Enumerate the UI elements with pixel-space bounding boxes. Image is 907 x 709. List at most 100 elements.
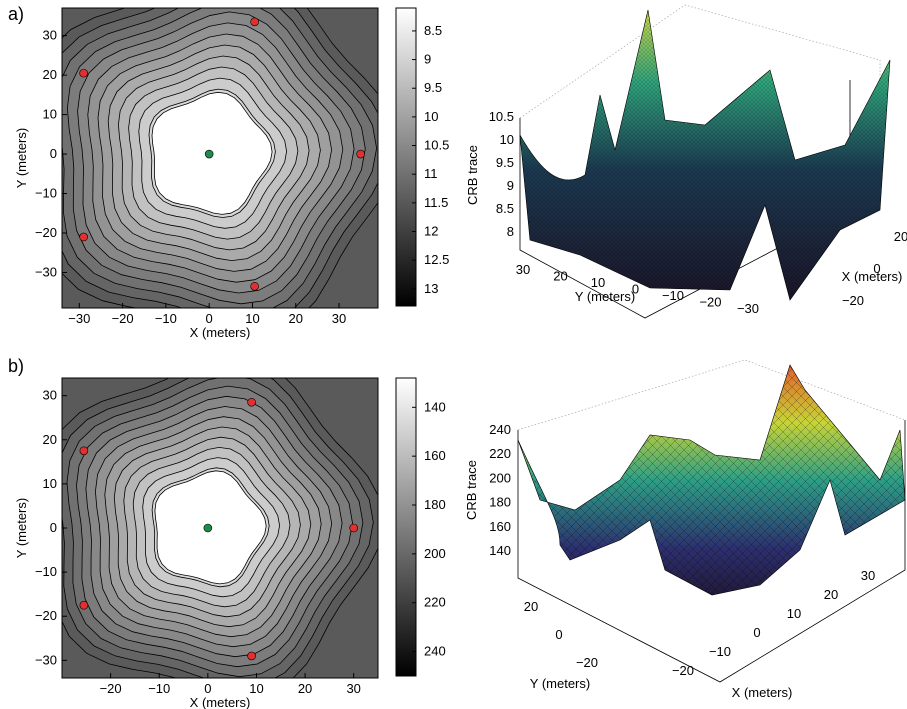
a-surface-plot [519,4,891,319]
b-surface-xtick-label: 0 [753,625,760,640]
b-surface-xtick-label: −10 [709,644,731,659]
b-surface-ztick-label: 140 [489,543,511,558]
b-surface-plot [517,359,906,683]
a-contour-ylabel: Y (meters) [14,128,29,188]
a-contour-xtick-label: −30 [68,311,90,326]
b-contour-target [203,523,213,533]
a-contour-axes-frame [61,7,379,309]
b-surface-xlabel: X (meters) [732,685,793,700]
a-contour-anchor [250,17,259,27]
a-contour-colorbar-label: 11 [424,166,438,181]
b-surface-zlabel: CRB trace [464,460,479,520]
a-contour-xlabel: X (meters) [190,325,251,340]
b-surface-ytick-label: 0 [555,627,562,642]
a-surface-ztick-label: 9.5 [496,155,514,170]
b-contour-xtick-label: −10 [148,681,170,696]
a-surface-ztick-label: 8 [507,224,514,239]
a-surface-ytick-label: 30 [516,262,530,277]
a-contour-colorbar-label: 12.5 [424,252,449,267]
a-surface-ztick-label: 9 [507,178,514,193]
a-surface-grid [519,4,881,211]
b-surface-ytick-label: −20 [576,655,598,670]
a-contour-xtick-label: −10 [155,311,177,326]
a-contour-colorbar-label: 9.5 [424,80,442,95]
b-surface-ylabel: Y (meters) [530,676,590,691]
b-contour-xtick-label: 20 [298,681,312,696]
b-surface-ztick-label: 200 [489,470,511,485]
a-surface-ztick-label: 8.5 [496,201,514,216]
b-contour-anchor [79,446,89,456]
a-contour-ytick-label: 20 [43,67,57,82]
b-contour-xtick-label: 0 [204,681,211,696]
a-contour-ytick-label: −20 [35,225,57,240]
a-contour-xtick-label: 0 [206,311,213,326]
a-surface-ztick-label: 10 [500,132,514,147]
b-surface-xtick-label: −20 [672,663,694,678]
a-surface-ytick-label: 20 [553,269,567,284]
a-surface-xlabel: X (meters) [842,269,903,284]
b-surface-grid [517,359,906,431]
b-contour-xlabel: X (meters) [190,695,251,709]
a-surface-ytick-label: −30 [737,301,759,316]
b-contour-ylabel: Y (meters) [14,498,29,558]
b-contour-xtick-label: 30 [346,681,360,696]
a-contour-ytick-label: −10 [35,186,57,201]
b-contour-ytick-label: −10 [35,564,57,579]
a-contour-colorbar-label: 11.5 [424,195,448,210]
a-contour-ytick-label: 10 [43,107,57,122]
a-contour-xtick-label: 30 [332,311,346,326]
a-surface-ytick-label: 10 [591,275,605,290]
a-contour-xtick-label: 10 [245,311,259,326]
a-contour-colorbar-label: 12 [424,224,438,239]
b-surface-ztick-label: 240 [489,422,511,437]
b-contour-ytick-label: −30 [35,652,57,667]
a-contour-ytick-label: 30 [43,28,57,43]
a-surface-xtick-label: −20 [842,293,864,308]
a-surface-zlabel: CRB trace [465,145,480,205]
a-contour-colorbar-label: 10 [424,109,438,124]
b-contour-ytick-label: 20 [43,432,57,447]
b-surface-xtick-label: 30 [861,568,875,583]
a-contour-colorbar-label: 10.5 [424,138,449,153]
b-contour-contours [62,378,378,678]
b-contour-ytick-label: 30 [43,388,57,403]
b-surface-ztick-label: 220 [489,446,511,461]
a-contour-colorbar-label: 9 [424,52,431,67]
b-contour-xtick-label: 10 [249,681,263,696]
b-contour-ytick-label: 0 [50,520,57,535]
a-contour-anchor [79,232,88,242]
b-contour-colorbar-label: 160 [424,448,446,463]
b-contour-ytick-label: 10 [43,476,57,491]
b-contour-colorbar-label: 200 [424,546,446,561]
b-contour-colorbar-label: 220 [424,595,446,610]
b-contour-colorbar-label: 240 [424,644,446,659]
b-surface-ytick-label: 20 [524,599,538,614]
a-contour-xtick-label: 20 [289,311,303,326]
a-contour-ytick-label: −30 [35,264,57,279]
b-contour-colorbar-label: 140 [424,399,446,414]
b-surface-surface-mesh [518,365,905,595]
b-surface-xtick-label: 20 [824,587,838,602]
panel-label-b: b) [8,356,25,376]
b-surface-xtick-label: 10 [787,606,801,621]
panel-label-a: a) [8,4,25,24]
a-contour-contours [62,8,378,308]
b-contour-colorbar [395,377,417,677]
b-surface-ztick-label: 180 [489,495,511,510]
b-contour-anchor [349,523,358,533]
a-contour-colorbar-label: 8.5 [424,23,442,38]
b-contour-xtick-label: −20 [100,681,122,696]
a-surface-xtick-label: 20 [894,229,907,244]
a-contour-ytick-label: 0 [50,146,57,161]
a-surface-ytick-label: −10 [662,288,684,303]
a-surface-surface-mesh [520,10,890,300]
a-contour-colorbar-label: 13 [424,281,438,296]
b-surface-axes-box [517,420,906,683]
b-contour-anchor [247,397,256,407]
a-contour-anchor [356,149,365,159]
b-contour-anchor [247,651,256,661]
a-surface-ztick-label: 10.5 [489,109,514,124]
a-contour-xtick-label: −20 [112,311,134,326]
b-contour-ytick-label: −20 [35,608,57,623]
